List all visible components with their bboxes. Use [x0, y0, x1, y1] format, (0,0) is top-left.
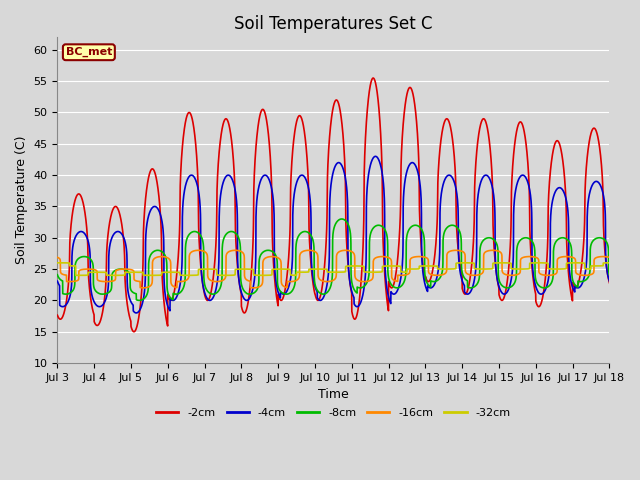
- Y-axis label: Soil Temperature (C): Soil Temperature (C): [15, 136, 28, 264]
- -8cm: [136, 298, 143, 303]
- -32cm: [435, 266, 443, 272]
- -2cm: [605, 280, 613, 286]
- -16cm: [480, 251, 488, 257]
- X-axis label: Time: Time: [318, 388, 349, 401]
- -16cm: [88, 266, 96, 272]
- -2cm: [119, 231, 127, 237]
- -32cm: [605, 260, 613, 266]
- -8cm: [119, 266, 127, 272]
- -8cm: [338, 216, 346, 222]
- -16cm: [225, 249, 233, 254]
- Line: -2cm: -2cm: [58, 78, 609, 332]
- -4cm: [372, 154, 380, 159]
- -8cm: [88, 259, 96, 265]
- -2cm: [435, 156, 443, 162]
- -16cm: [140, 285, 147, 291]
- -32cm: [56, 260, 64, 266]
- -2cm: [480, 116, 488, 122]
- Title: Soil Temperatures Set C: Soil Temperatures Set C: [234, 15, 433, 33]
- -32cm: [75, 273, 83, 278]
- -2cm: [225, 123, 233, 129]
- -32cm: [480, 266, 488, 272]
- -32cm: [225, 273, 233, 278]
- -4cm: [480, 173, 488, 179]
- -2cm: [369, 75, 377, 81]
- -32cm: [54, 260, 61, 266]
- -4cm: [120, 235, 127, 240]
- Legend: -2cm, -4cm, -8cm, -16cm, -32cm: -2cm, -4cm, -8cm, -16cm, -32cm: [152, 404, 515, 422]
- -4cm: [605, 278, 613, 284]
- -2cm: [54, 312, 61, 318]
- Text: BC_met: BC_met: [66, 47, 112, 58]
- Line: -32cm: -32cm: [58, 263, 609, 276]
- -8cm: [435, 276, 443, 282]
- -4cm: [132, 310, 140, 316]
- -16cm: [119, 266, 127, 272]
- -8cm: [605, 272, 613, 277]
- -2cm: [120, 239, 127, 245]
- -8cm: [120, 266, 127, 272]
- Line: -16cm: -16cm: [58, 250, 609, 288]
- -16cm: [605, 254, 613, 260]
- Line: -4cm: -4cm: [58, 156, 609, 313]
- -4cm: [54, 278, 61, 284]
- -8cm: [54, 272, 61, 277]
- -4cm: [225, 172, 233, 178]
- -16cm: [120, 266, 127, 272]
- -4cm: [88, 294, 96, 300]
- -32cm: [120, 272, 127, 278]
- -8cm: [480, 237, 488, 242]
- Line: -8cm: -8cm: [58, 219, 609, 300]
- -2cm: [88, 305, 96, 311]
- -2cm: [130, 329, 138, 335]
- -4cm: [119, 233, 127, 239]
- -32cm: [89, 269, 97, 275]
- -16cm: [452, 247, 460, 253]
- -16cm: [435, 273, 443, 278]
- -32cm: [120, 272, 128, 278]
- -8cm: [225, 229, 233, 235]
- -4cm: [435, 261, 443, 266]
- -16cm: [54, 254, 61, 260]
